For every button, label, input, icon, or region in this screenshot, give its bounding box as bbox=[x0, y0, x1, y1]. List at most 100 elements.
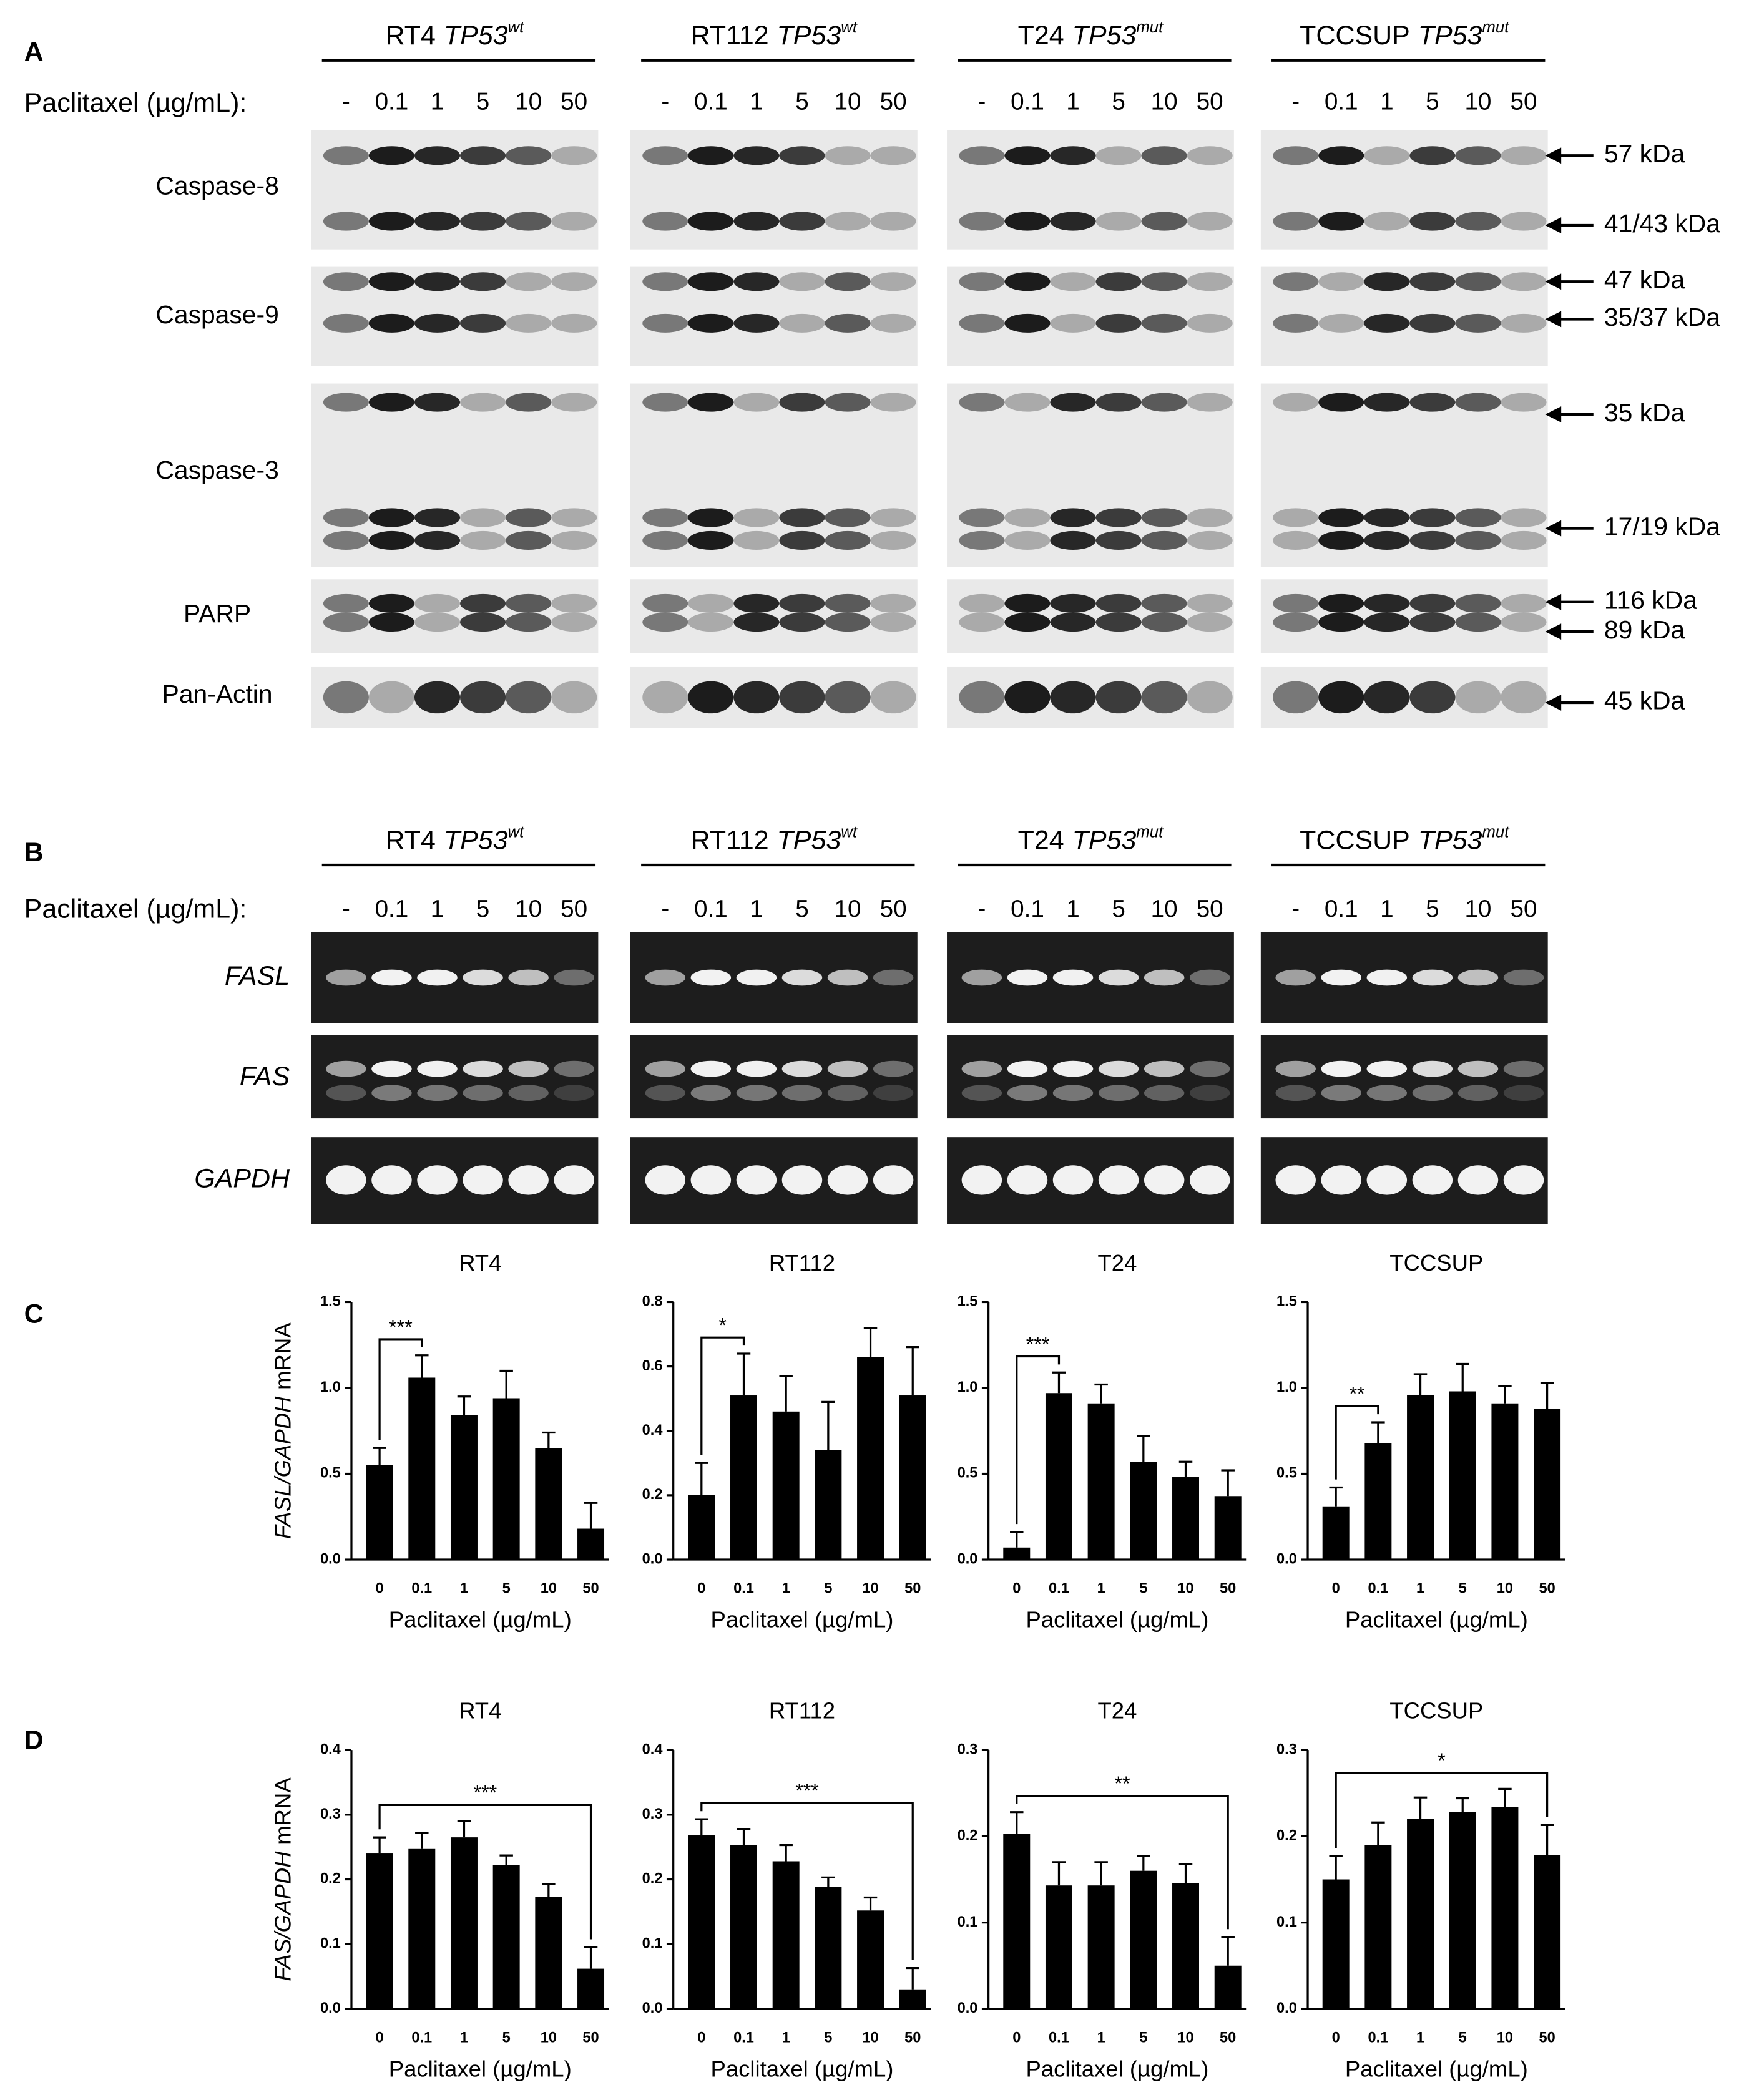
gel-band bbox=[645, 1165, 686, 1195]
blot-band bbox=[1501, 593, 1547, 613]
blot-band bbox=[642, 613, 688, 632]
x-tick-label: 1 bbox=[460, 2029, 468, 2046]
gene-name: TP53 bbox=[1072, 21, 1137, 51]
gene-name: TP53 bbox=[444, 21, 508, 51]
blot-band bbox=[1501, 681, 1547, 714]
gene-status: mut bbox=[1482, 19, 1510, 36]
gene-status: mut bbox=[1136, 823, 1164, 841]
gel-band bbox=[417, 969, 458, 986]
blot-band bbox=[1409, 508, 1456, 527]
blot-band bbox=[1050, 146, 1096, 165]
blot-band bbox=[1004, 508, 1051, 527]
y-tick-label: 0.5 bbox=[958, 1465, 978, 1482]
y-tick-label: 0.2 bbox=[1276, 1828, 1297, 1844]
y-tick-label: 0.5 bbox=[320, 1465, 341, 1482]
gel-band bbox=[1458, 1165, 1499, 1195]
x-tick-label: 0 bbox=[376, 1581, 384, 1597]
x-tick-label: 10 bbox=[1177, 2029, 1193, 2046]
blot-band bbox=[870, 530, 916, 550]
gel-row-label: GAPDH bbox=[194, 1163, 290, 1193]
cell-line-name: TCCSUP bbox=[1300, 826, 1410, 856]
significance-bracket bbox=[700, 1802, 914, 1960]
x-tick-label: 0.1 bbox=[733, 1581, 754, 1597]
gel bbox=[1260, 1035, 1548, 1119]
significance-bracket bbox=[1016, 1355, 1061, 1525]
gel-band bbox=[1321, 1060, 1362, 1077]
x-tick-label: 10 bbox=[862, 2029, 878, 2046]
y-tick-label: 0.3 bbox=[1276, 1741, 1297, 1757]
gel-band bbox=[1458, 1085, 1499, 1101]
cell-line-name: RT112 bbox=[691, 826, 769, 856]
x-tick-label: 0.1 bbox=[1049, 2029, 1069, 2046]
y-tick-label: 0.0 bbox=[642, 1551, 663, 1567]
blot-band bbox=[642, 146, 688, 165]
blot-band bbox=[368, 393, 414, 412]
bar bbox=[1045, 1393, 1072, 1560]
x-tick-label: 50 bbox=[582, 2029, 599, 2046]
bar bbox=[1364, 1443, 1392, 1560]
blot-band bbox=[1455, 508, 1501, 527]
lane-label: 0.1 bbox=[375, 896, 409, 922]
blot-band bbox=[1501, 313, 1547, 333]
blot-band bbox=[1187, 212, 1233, 231]
gel bbox=[947, 1035, 1234, 1119]
lane-label: 1 bbox=[750, 89, 763, 115]
y-tick-label: 1.0 bbox=[958, 1379, 978, 1395]
bar bbox=[577, 1528, 605, 1560]
x-tick-label: 0 bbox=[1012, 2029, 1021, 2046]
blot-band bbox=[825, 508, 871, 527]
gel-band bbox=[1275, 1085, 1316, 1101]
lane-label: 0.1 bbox=[1325, 896, 1358, 922]
blot-band bbox=[825, 272, 871, 291]
lane-label: 5 bbox=[795, 89, 809, 115]
y-axis-label: FASL/GAPDH mRNA bbox=[270, 1322, 295, 1540]
x-tick-label: 1 bbox=[1097, 2029, 1105, 2046]
cell-line-header: T24 TP53mut bbox=[1018, 19, 1164, 51]
x-tick-label: 0 bbox=[697, 2029, 705, 2046]
lane-label: 5 bbox=[476, 896, 490, 922]
y-tick-label: 0.0 bbox=[958, 1551, 978, 1567]
lane-label: 0.1 bbox=[375, 89, 409, 115]
blot-band bbox=[1050, 272, 1096, 291]
blot-band bbox=[1364, 393, 1410, 412]
blot-band bbox=[506, 212, 552, 231]
lane-label: 5 bbox=[1112, 896, 1125, 922]
blot-band bbox=[1050, 508, 1096, 527]
cell-line-header: TCCSUP TP53mut bbox=[1300, 823, 1510, 856]
blot-band bbox=[506, 530, 552, 550]
blot-band bbox=[1095, 508, 1142, 527]
gel-band bbox=[1052, 1085, 1094, 1101]
blot-band bbox=[1273, 393, 1319, 412]
blot-band bbox=[323, 146, 369, 165]
gene-name: TP53 bbox=[777, 21, 841, 51]
treatment-label: Paclitaxel (µg/mL): bbox=[24, 88, 247, 118]
blot-band bbox=[733, 146, 780, 165]
x-tick-label: 50 bbox=[1220, 1581, 1236, 1597]
x-tick-label: 10 bbox=[1497, 2029, 1513, 2046]
blot-band bbox=[688, 613, 734, 632]
gel-band bbox=[781, 1165, 823, 1195]
x-tick-label: 0 bbox=[697, 1581, 705, 1597]
lane-label: 0.1 bbox=[1325, 89, 1358, 115]
blot-band bbox=[1187, 681, 1233, 714]
blot-row-label: Pan-Actin bbox=[162, 680, 273, 708]
gel-band bbox=[463, 1165, 503, 1195]
blot-band bbox=[642, 681, 688, 714]
gel-band bbox=[371, 969, 412, 986]
treatment-label: Paclitaxel (µg/mL): bbox=[24, 894, 247, 924]
y-tick-label: 0.2 bbox=[642, 1487, 663, 1503]
blot-band bbox=[733, 613, 780, 632]
gel-band bbox=[508, 1165, 549, 1195]
blot-band bbox=[1050, 530, 1096, 550]
gel-band bbox=[554, 1085, 594, 1101]
x-axis-label: Paclitaxel (µg/mL) bbox=[710, 1607, 893, 1633]
significance-bracket bbox=[378, 1338, 423, 1440]
y-tick-label: 0.3 bbox=[320, 1806, 341, 1822]
bar bbox=[492, 1398, 520, 1560]
bar bbox=[1534, 1408, 1561, 1560]
bar bbox=[1087, 1403, 1115, 1560]
blot-band bbox=[1187, 508, 1233, 527]
y-tick-label: 1.0 bbox=[320, 1379, 341, 1395]
marker-label: 116 kDa bbox=[1604, 586, 1697, 615]
blot-band bbox=[642, 393, 688, 412]
